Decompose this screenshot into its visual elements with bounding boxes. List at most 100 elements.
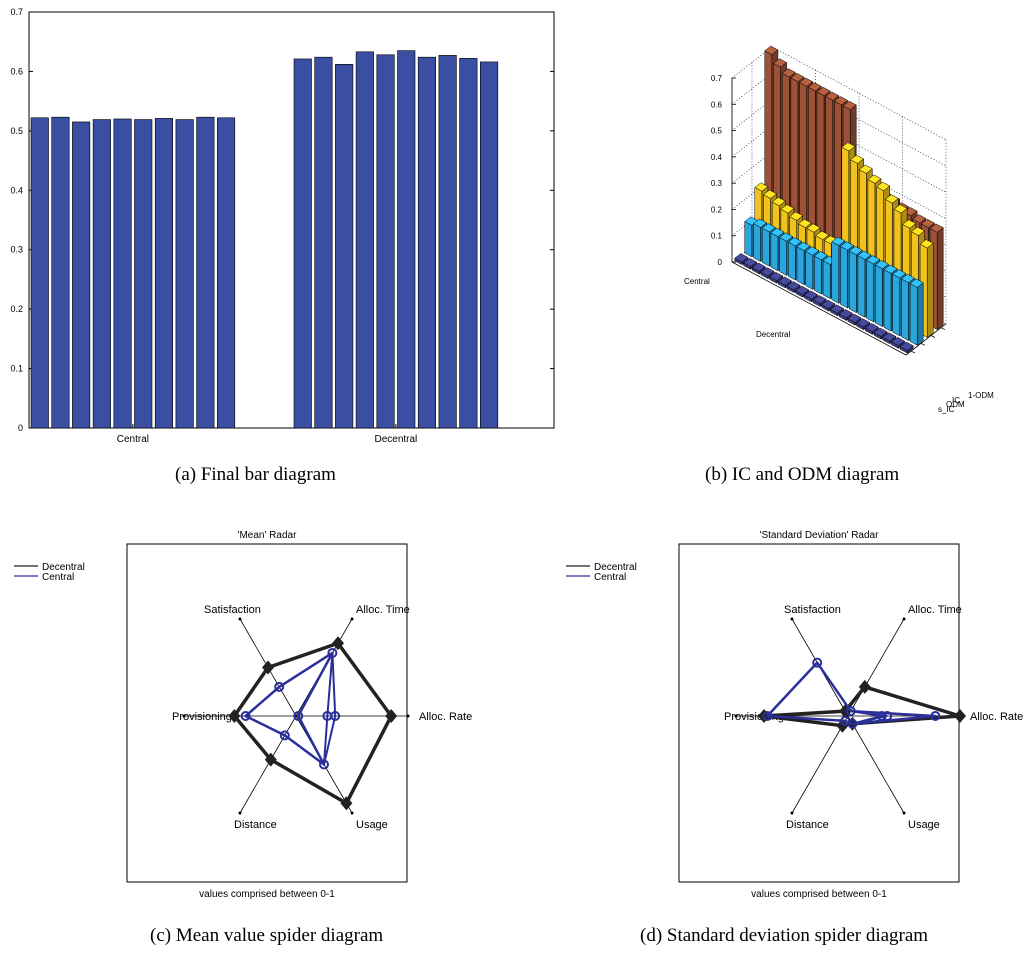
bar bbox=[113, 118, 132, 429]
bar-3d-top bbox=[797, 218, 812, 228]
radar-spoke-end bbox=[350, 617, 354, 621]
y-tick-label: 0.3 bbox=[10, 245, 23, 255]
radar-axis-label: Alloc. Time bbox=[908, 604, 962, 616]
bar-3d-top bbox=[848, 246, 863, 256]
z-tick-label: 0.7 bbox=[711, 74, 723, 83]
bar-3d-top bbox=[805, 246, 820, 256]
bar-3d-top bbox=[821, 299, 836, 309]
radar-spoke bbox=[847, 618, 905, 717]
bar bbox=[314, 56, 333, 429]
bar-3d-front bbox=[866, 259, 874, 323]
x-label-central: Central bbox=[684, 277, 710, 286]
bar-3d-top bbox=[919, 239, 934, 249]
bar-3d-top bbox=[781, 68, 796, 78]
bar-3d-top bbox=[743, 257, 758, 267]
bar-3d-top bbox=[795, 285, 810, 295]
bar-3d-top bbox=[799, 77, 814, 87]
radar-marker bbox=[274, 681, 285, 692]
x-axis bbox=[731, 261, 907, 356]
radar-spoke bbox=[791, 715, 849, 814]
radar-series-line bbox=[323, 715, 329, 765]
depth-axis bbox=[905, 323, 947, 356]
bar-3d-top bbox=[789, 211, 804, 221]
radar-marker bbox=[340, 796, 353, 811]
bar-3d-top bbox=[830, 304, 845, 314]
bar-3d-top bbox=[812, 295, 827, 305]
y-tick-label: 0.6 bbox=[10, 66, 23, 76]
bar bbox=[417, 56, 437, 429]
bar-3d-front bbox=[883, 269, 892, 332]
radar-marker bbox=[858, 679, 871, 694]
bar-3d-top bbox=[929, 223, 944, 233]
bar-3d-top bbox=[773, 58, 788, 68]
y-tick-label: 0.4 bbox=[10, 185, 23, 195]
z-tick-label: 0.6 bbox=[711, 100, 723, 109]
radar-series-line bbox=[850, 710, 888, 717]
legend-label: Decentral bbox=[594, 562, 637, 573]
z-tick-label: 0.4 bbox=[711, 153, 723, 162]
radar-axis-label: Distance bbox=[786, 819, 829, 831]
bar bbox=[438, 55, 457, 429]
bar-3d-top bbox=[867, 174, 882, 184]
bar-3d-top bbox=[754, 182, 769, 192]
bar-3d-side bbox=[916, 282, 924, 346]
bar bbox=[459, 58, 478, 429]
y-tick-label: 0.7 bbox=[10, 7, 23, 17]
bar-3d-top bbox=[899, 341, 914, 351]
radar-series-line bbox=[323, 715, 337, 765]
bar-3d-front bbox=[779, 237, 787, 276]
radar-marker bbox=[332, 636, 344, 651]
radar-title: 'Mean' Radar bbox=[238, 530, 298, 541]
bar-3d-top bbox=[876, 181, 891, 191]
bar bbox=[397, 50, 416, 429]
depth-label: ODM bbox=[946, 400, 965, 409]
radar-spoke-end bbox=[790, 617, 794, 621]
bar-3d-side bbox=[926, 242, 934, 338]
radar-marker bbox=[882, 711, 893, 721]
bar-3d-front bbox=[761, 227, 770, 267]
bar-3d-top bbox=[761, 223, 776, 233]
bar-3d-top bbox=[866, 255, 881, 265]
bar-3d-front bbox=[770, 232, 779, 272]
radar-marker bbox=[330, 711, 341, 721]
radar-spoke-end bbox=[790, 811, 794, 815]
bar-3d-top bbox=[777, 276, 792, 286]
bar-3d-top bbox=[813, 251, 828, 261]
bar-3d-top bbox=[884, 194, 899, 204]
z-tick-label: 0.5 bbox=[711, 127, 723, 136]
bar-3d-top bbox=[760, 267, 775, 277]
radar-marker bbox=[840, 715, 851, 726]
depth-label: 1-ODM bbox=[968, 391, 994, 400]
radar-marker bbox=[228, 709, 241, 723]
radar-marker bbox=[264, 752, 277, 767]
bar bbox=[293, 58, 312, 429]
caption-b: (b) IC and ODM diagram bbox=[705, 464, 900, 485]
bar-3d-front bbox=[857, 255, 866, 318]
bar bbox=[92, 119, 111, 429]
radar-marker bbox=[279, 730, 290, 741]
bar-3d-top bbox=[734, 253, 749, 263]
bar-3d-top bbox=[842, 100, 857, 110]
bar-3d-top bbox=[815, 230, 830, 240]
y-tick-label: 0.2 bbox=[10, 304, 23, 314]
bar-3d-top bbox=[833, 96, 848, 106]
bar-3d-top bbox=[900, 273, 915, 284]
radar-spoke-end bbox=[350, 811, 354, 815]
bar-3d-top bbox=[890, 336, 905, 347]
bar-3d-top bbox=[909, 278, 924, 288]
chart-b: 0 0.1 0.2 0.3 0.4 0.5 0.6 0.7 Central Decentral 1-… bbox=[684, 45, 994, 414]
radar-axis-label: Alloc. Time bbox=[356, 604, 410, 616]
bar-3d-top bbox=[902, 219, 917, 229]
bar-3d-front bbox=[788, 241, 796, 281]
radar-marker bbox=[240, 711, 251, 721]
radar-axis-label: Distance bbox=[234, 819, 277, 831]
bar-3d-top bbox=[816, 86, 831, 96]
bar-3d-top bbox=[850, 154, 865, 164]
bar-3d-top bbox=[847, 313, 862, 323]
y-tick-label: 0.5 bbox=[10, 126, 23, 136]
bar-3d-top bbox=[771, 197, 786, 207]
radar-spoke-end bbox=[902, 617, 906, 621]
bar-3d-top bbox=[769, 271, 784, 281]
bar-3d-top bbox=[920, 218, 935, 229]
